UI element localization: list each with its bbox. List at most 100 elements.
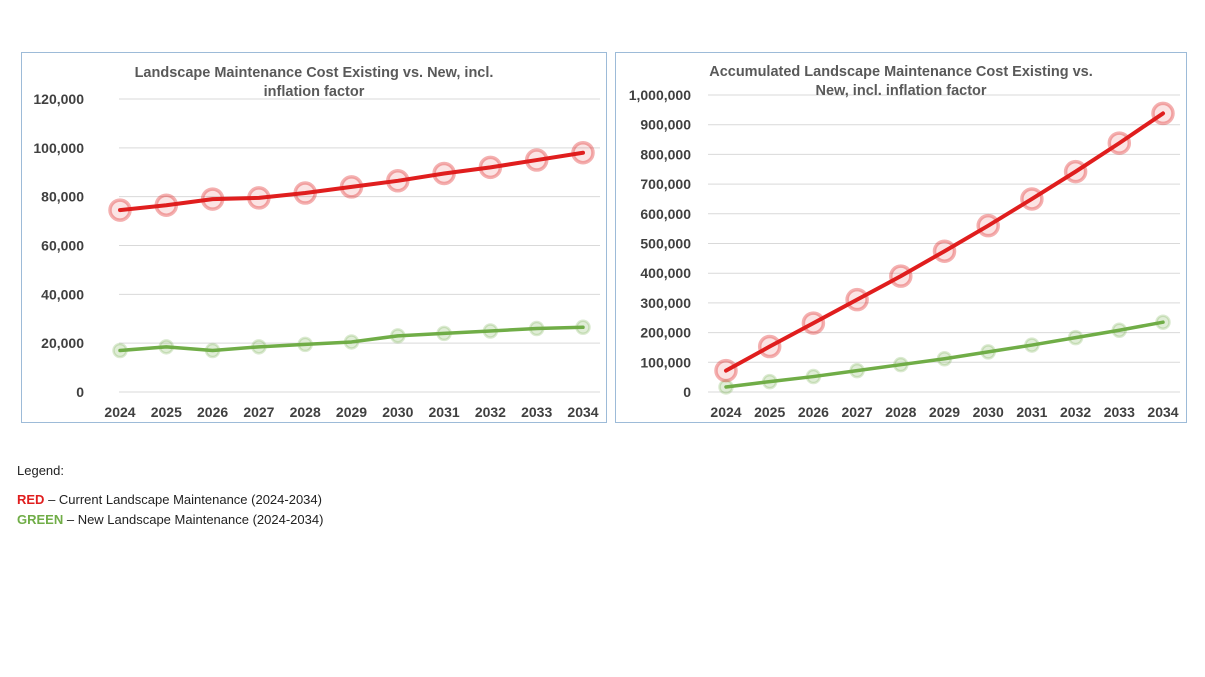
data-point-current [293,181,317,205]
legend-text-green: – New Landscape Maintenance (2024-2034) [63,512,324,527]
chart-accumulated-maintenance-cost: 0 100,000 200,000 300,000 400,000 500,000 600,… [615,52,1187,423]
x-tick-label: 2027 [243,404,274,420]
data-point-current [524,148,549,172]
data-point-current [200,187,225,211]
data-point-new [204,342,221,359]
x-tick-label: 2025 [754,404,785,420]
data-point-current [757,334,782,359]
series-line-current [724,111,1165,373]
y-tick-label: 20,000 [41,335,84,351]
y-tick-label: 60,000 [41,238,84,254]
data-point-current [801,311,826,335]
data-point-current [571,140,595,165]
x-tick-label: 2028 [885,404,916,420]
data-point-current [386,169,410,193]
data-point-new [297,336,313,353]
series-line-current [118,150,585,213]
x-tick-label: 2034 [1147,404,1178,420]
data-point-new [528,320,545,337]
series-line-new [118,325,585,353]
data-point-current [432,161,456,186]
chart-title: Landscape Maintenance Cost Existing vs. … [135,65,494,81]
data-point-new [482,323,499,339]
y-tick-label: 120,000 [33,91,84,107]
data-point-new [158,339,175,355]
legend-item-green: GREEN – New Landscape Maintenance (2024-… [17,512,323,527]
y-tick-label: 800,000 [640,146,691,162]
data-point-new [1024,337,1040,353]
x-tick-label: 2026 [197,404,228,420]
chart-2-svg: 0 100,000 200,000 300,000 400,000 500,000 600,… [629,64,1180,420]
y-tick-label: 500,000 [640,236,691,252]
y-tick-label: 300,000 [640,295,691,311]
data-point-new [575,319,591,336]
x-tick-label: 2025 [151,404,182,420]
y-tick-label: 80,000 [41,189,84,205]
series-line-new [724,320,1165,389]
data-point-new [1067,329,1084,346]
y-tick-label: 1,000,000 [629,87,691,103]
data-point-new [893,356,909,373]
chart-1-svg: 0 20,000 40,000 60,000 80,000 100,000 120,000 2… [33,65,600,420]
data-point-new [805,368,822,385]
data-point-current [1107,131,1132,155]
x-tick-label: 2031 [429,404,460,420]
data-point-current [339,175,364,199]
data-point-new [1111,322,1128,338]
chart-title: Accumulated Landscape Maintenance Cost E… [709,64,1093,80]
data-point-new [112,342,128,359]
y-tick-label: 600,000 [640,206,691,222]
chart-title: inflation factor [264,84,365,100]
x-tick-label: 2026 [798,404,829,420]
data-point-current [932,239,957,263]
x-tick-label: 2033 [521,404,552,420]
data-point-current [714,358,738,383]
data-point-current [1063,159,1088,184]
x-tick-label: 2027 [842,404,873,420]
data-point-current [1151,101,1175,126]
legend-item-red: RED – Current Landscape Maintenance (202… [17,492,323,507]
data-point-new [936,350,953,367]
y-tick-label: 0 [76,384,84,400]
legend: Legend: RED – Current Landscape Maintena… [17,463,323,532]
legend-key-green: GREEN [17,512,64,527]
x-tick-label: 2031 [1016,404,1047,420]
y-tick-label: 100,000 [33,140,84,156]
data-point-current [889,264,913,288]
legend-key-red: RED [17,492,45,507]
data-point-current [247,186,271,210]
x-tick-label: 2033 [1104,404,1135,420]
data-point-current [154,193,179,217]
data-point-current [976,213,1000,238]
y-tick-label: 900,000 [640,117,691,133]
x-tick-label: 2034 [567,404,598,420]
data-point-new [849,362,865,379]
data-point-current [108,198,132,222]
x-tick-label: 2024 [104,404,135,420]
data-point-new [390,328,406,344]
legend-text-red: – Current Landscape Maintenance (2024-20… [44,492,322,507]
x-tick-label: 2030 [973,404,1004,420]
y-tick-label: 400,000 [640,265,691,281]
x-tick-label: 2029 [929,404,960,420]
y-tick-label: 200,000 [640,325,691,341]
y-tick-label: 100,000 [640,354,691,370]
y-tick-label: 0 [683,384,691,400]
data-point-new [718,379,734,395]
y-tick-label: 700,000 [640,176,691,192]
x-tick-label: 2030 [382,404,413,420]
data-point-new [436,325,452,342]
data-point-current [845,287,869,312]
chart-landscape-maintenance-cost: 0 20,000 40,000 60,000 80,000 100,000 120,000 2… [21,52,607,423]
x-tick-label: 2029 [336,404,367,420]
data-point-current [478,155,503,180]
x-tick-label: 2032 [1060,404,1091,420]
x-tick-label: 2024 [710,404,741,420]
data-point-new [343,334,360,350]
data-point-new [761,373,778,390]
x-tick-label: 2032 [475,404,506,420]
chart-title: New, incl. inflation factor [815,83,986,99]
data-point-new [1155,314,1171,330]
data-point-new [980,344,996,360]
x-tick-label: 2028 [290,404,321,420]
